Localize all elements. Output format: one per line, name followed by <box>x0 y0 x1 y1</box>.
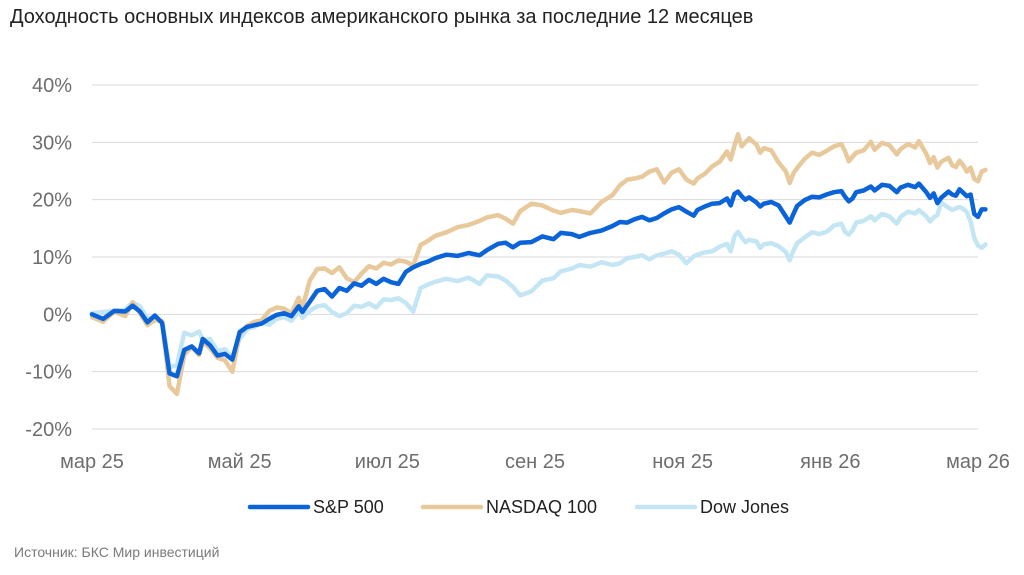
series-line-dow-jones <box>89 200 988 370</box>
legend: S&P 500 NASDAQ 100 Dow Jones <box>247 497 789 517</box>
legend-label: S&P 500 <box>313 497 384 517</box>
y-tick-label: -10% <box>25 362 72 384</box>
x-tick-label: мар 26 <box>946 451 1010 473</box>
x-tick-label: май 25 <box>208 451 272 473</box>
series-line-s-p-500 <box>89 181 988 379</box>
x-tick-label: янв 26 <box>800 451 860 473</box>
gridlines <box>92 84 978 430</box>
y-axis-tick-labels: 40% 30% 20% 10% 0% -10% -20% <box>25 75 72 441</box>
x-tick-label: сен 25 <box>505 451 565 473</box>
legend-label: Dow Jones <box>700 497 789 517</box>
x-tick-label: июл 25 <box>355 451 420 473</box>
y-tick-label: -20% <box>25 419 72 441</box>
series-lines <box>89 132 988 397</box>
x-tick-label: ноя 25 <box>652 451 713 473</box>
y-tick-label: 30% <box>32 132 72 154</box>
y-tick-label: 10% <box>32 247 72 269</box>
source-note: Источник: БКС Мир инвестиций <box>14 544 220 560</box>
chart-title: Доходность основных индексов американско… <box>10 6 754 28</box>
y-tick-label: 40% <box>32 75 72 97</box>
x-axis-tick-labels: мар 25 май 25 июл 25 сен 25 ноя 25 янв 26 мар … <box>60 451 1010 473</box>
y-tick-label: 0% <box>43 304 72 326</box>
series-line-nasdaq-100 <box>89 132 988 397</box>
legend-label: NASDAQ 100 <box>486 497 597 517</box>
y-tick-label: 20% <box>32 190 72 212</box>
x-tick-label: мар 25 <box>60 451 124 473</box>
